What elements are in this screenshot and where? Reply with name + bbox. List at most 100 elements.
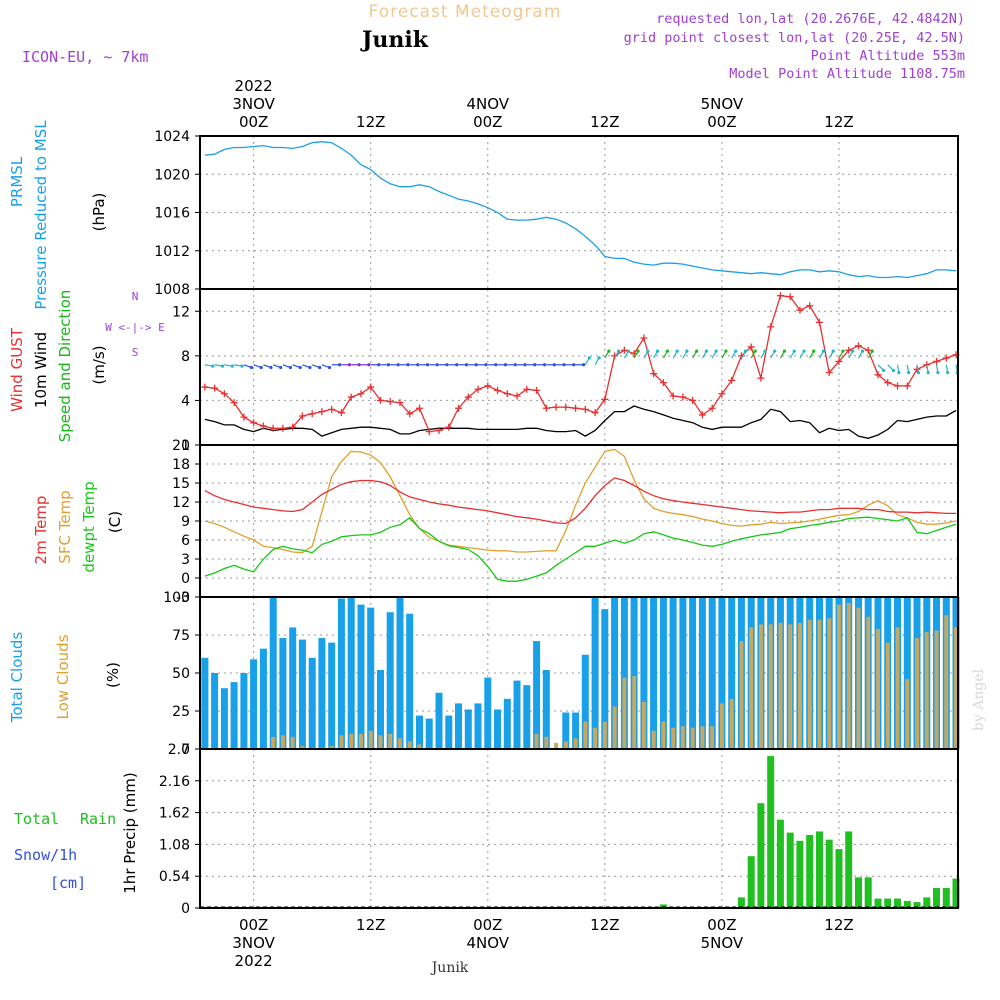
wind-arrow-head xyxy=(211,364,215,368)
wind-arrow-head xyxy=(704,349,709,353)
y-tick-label: 21 xyxy=(172,438,190,454)
total-cloud-bar xyxy=(718,597,726,749)
gust-marker xyxy=(308,410,316,418)
wind-arrow-head xyxy=(562,363,566,367)
label-sfc-temp: SFC Temp xyxy=(56,490,74,563)
wind-arrow-head xyxy=(802,349,806,353)
total-cloud-bar xyxy=(659,597,667,749)
total-cloud-bar xyxy=(201,657,209,749)
rain-bar xyxy=(942,887,950,908)
label-snow: Snow/1h xyxy=(14,846,77,864)
wind-arrow-head xyxy=(831,349,835,353)
low-cloud-bar xyxy=(778,622,783,750)
temperature-panel: -3 0 3 6 9 12 15 18 21 xyxy=(172,438,959,606)
wind-arrow-head xyxy=(882,368,886,373)
temp-2m-line xyxy=(204,477,956,525)
bottom-time-label: 4NOV xyxy=(466,934,509,952)
wind-arrow-head xyxy=(841,349,845,353)
total-cloud-bar xyxy=(698,597,706,749)
y-tick-label: 25 xyxy=(172,704,190,720)
y-tick-label: 6 xyxy=(181,533,190,549)
low-cloud-bar xyxy=(924,631,929,749)
total-cloud-bar xyxy=(250,659,258,750)
total-cloud-bar xyxy=(689,597,697,749)
gust-marker xyxy=(289,423,297,431)
wind-arrow-head xyxy=(377,363,381,367)
low-cloud-bar xyxy=(739,641,744,749)
wind-gust-line xyxy=(204,294,957,433)
low-cloud-bar xyxy=(710,726,715,749)
gust-marker xyxy=(679,393,687,401)
low-cloud-bar xyxy=(690,727,695,750)
wind-arrow-head xyxy=(743,349,748,353)
bottom-time-label: 12Z xyxy=(824,916,853,934)
gust-marker xyxy=(494,386,502,394)
low-cloud-bar xyxy=(885,642,890,749)
y-tick-label: 2.7 xyxy=(168,742,190,758)
gust-marker xyxy=(884,379,892,387)
low-cloud-bar xyxy=(612,706,617,750)
wind-arrow-head xyxy=(675,349,679,353)
gust-marker xyxy=(328,405,336,413)
wind-arrow-head xyxy=(695,349,699,353)
gust-marker xyxy=(250,419,258,427)
label-precip-unit: 1hr Precip (mm) xyxy=(121,772,139,893)
low-cloud-bar xyxy=(417,744,422,750)
total-cloud-bar xyxy=(679,597,687,749)
low-cloud-bar xyxy=(290,736,295,750)
rain-bar xyxy=(855,877,862,908)
gust-marker xyxy=(386,398,394,406)
wind-arrow-head xyxy=(230,364,234,368)
total-cloud-bar xyxy=(220,688,228,749)
total-cloud-bar xyxy=(406,613,414,750)
top-time-label: 00Z xyxy=(707,113,736,131)
total-cloud-bar xyxy=(611,597,619,749)
wind-arrow-head xyxy=(240,364,244,368)
bottom-time-label: 2022 xyxy=(235,952,273,970)
total-cloud-bar xyxy=(562,712,570,750)
wind-arrow-head xyxy=(455,363,459,367)
low-cloud-bar xyxy=(651,730,656,749)
y-tick-label: 1.62 xyxy=(159,806,190,822)
wind-arrow-head xyxy=(626,349,630,353)
total-cloud-bar xyxy=(211,673,219,749)
y-tick-label: 100 xyxy=(163,590,190,606)
y-tick-label: 0 xyxy=(181,901,190,917)
low-cloud-bar xyxy=(837,604,841,749)
compass-north: N xyxy=(132,290,139,303)
low-cloud-bar xyxy=(788,624,793,749)
wind-arrow-head xyxy=(386,363,391,367)
model-label: ICON-EU, ~ 7km xyxy=(22,48,148,66)
wind-arrow-head xyxy=(259,365,263,370)
y-tick-label: 1020 xyxy=(154,167,190,183)
low-cloud-bar xyxy=(700,726,705,749)
pressure-line xyxy=(204,141,957,279)
total-cloud-bar xyxy=(903,597,911,749)
total-cloud-bar xyxy=(630,597,638,749)
wind-arrow-head xyxy=(821,349,826,353)
gust-marker xyxy=(318,408,326,416)
wind-arrow-head xyxy=(308,365,312,370)
label-wind-gust: Wind GUST xyxy=(8,327,26,412)
wind-arrow-head xyxy=(327,365,332,370)
wind-arrow-head xyxy=(597,356,601,360)
wind-arrow-head xyxy=(464,363,469,367)
gust-marker xyxy=(396,399,404,407)
low-cloud-bar xyxy=(827,618,832,749)
low-cloud-bar xyxy=(680,726,685,749)
label-total-rain-2: Rain xyxy=(80,810,116,828)
bottom-time-label: 00Z xyxy=(473,916,502,934)
total-cloud-bar xyxy=(269,597,277,749)
y-tick-label: 2.16 xyxy=(159,774,190,790)
gust-marker xyxy=(298,412,306,420)
rain-bar xyxy=(874,898,882,908)
wind-arrow-head xyxy=(753,349,757,353)
gust-marker xyxy=(230,399,238,407)
top-time-label: 5NOV xyxy=(701,95,744,113)
total-cloud-bar xyxy=(640,597,648,749)
gust-marker xyxy=(776,292,784,300)
credit-watermark: by Angel xyxy=(971,668,987,731)
low-cloud-bar xyxy=(573,738,578,749)
rain-bar xyxy=(659,904,667,908)
rain-bar xyxy=(767,756,775,908)
